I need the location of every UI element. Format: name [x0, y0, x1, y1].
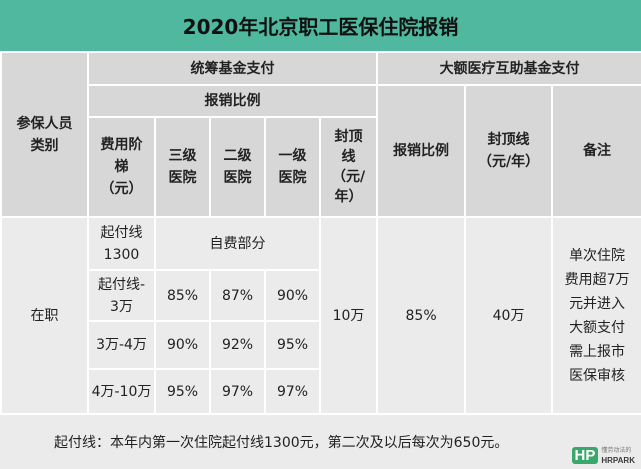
level1-rate-cell: 95%	[264, 320, 321, 370]
reimbursement-table: 参保人员 类别 统筹基金支付 大额医疗互助基金支付 报销比例 报销比例 封顶线 …	[0, 51, 641, 415]
level1-rate-cell: 97%	[264, 368, 321, 415]
header-major-ratio: 报销比例	[376, 84, 467, 218]
header-pooled-fund: 统筹基金支付	[86, 51, 379, 86]
footer-note: 起付线：本年内第一次住院起付线1300元，第二次及以后每次为650元。	[0, 413, 641, 469]
page-title: 2020年北京职工医保住院报销	[0, 0, 641, 51]
header-level2: 二级 医院	[209, 116, 266, 218]
header-fee-tier: 费用阶 梯 （元）	[87, 116, 156, 218]
header-level3: 三级 医院	[154, 116, 211, 218]
header-reimb-ratio: 报销比例	[86, 84, 379, 118]
level3-rate-cell: 95%	[154, 368, 211, 415]
major-ratio-cell: 85%	[376, 216, 467, 415]
note-cell: 单次住院 费用超7万 元并进入 大额支付 需上报市 医保审核	[551, 216, 641, 415]
self-pay-cell: 自费部分	[154, 216, 321, 271]
major-cap-cell: 40万	[464, 216, 554, 415]
fee-tier-cell: 4万-10万	[87, 368, 156, 415]
level2-rate-cell: 97%	[209, 368, 266, 415]
level3-rate-cell: 85%	[154, 269, 211, 322]
level1-rate-cell: 90%	[264, 269, 321, 322]
logo-text: 懂劳动法的 HRPARK	[601, 445, 635, 465]
header-major-cap: 封顶线 （元/年）	[464, 84, 554, 218]
fee-tier-cell: 3万-4万	[87, 320, 156, 370]
header-note: 备注	[551, 84, 641, 218]
category-cell: 在职	[0, 216, 89, 415]
footer-text: 起付线：本年内第一次住院起付线1300元，第二次及以后每次为650元。	[54, 435, 509, 451]
logo-name: HRPARK	[601, 456, 635, 465]
header-major-fund: 大额医疗互助基金支付	[376, 51, 641, 86]
fee-tier-cell: 起付线 1300	[87, 216, 156, 271]
hrpark-logo: HP 懂劳动法的 HRPARK	[571, 445, 635, 465]
level2-rate-cell: 92%	[209, 320, 266, 370]
level2-rate-cell: 87%	[209, 269, 266, 322]
logo-mark: HP	[571, 446, 599, 464]
fee-tier-cell: 起付线- 3万	[87, 269, 156, 322]
cap-cell: 10万	[318, 216, 379, 415]
header-category: 参保人员 类别	[0, 51, 89, 218]
header-level1: 一级 医院	[264, 116, 321, 218]
logo-tagline: 懂劳动法的	[601, 448, 632, 454]
level3-rate-cell: 90%	[154, 320, 211, 370]
header-cap: 封顶 线 （元/ 年）	[318, 116, 379, 218]
